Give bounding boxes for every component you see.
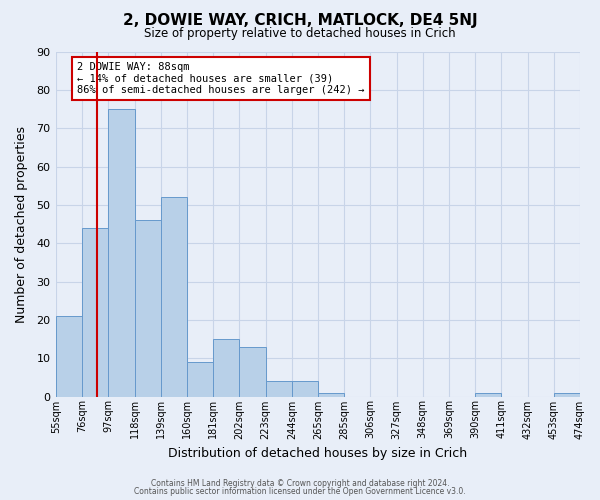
Text: Contains HM Land Registry data © Crown copyright and database right 2024.: Contains HM Land Registry data © Crown c… <box>151 478 449 488</box>
Text: 2 DOWIE WAY: 88sqm
← 14% of detached houses are smaller (39)
86% of semi-detache: 2 DOWIE WAY: 88sqm ← 14% of detached hou… <box>77 62 364 95</box>
Bar <box>475 392 502 396</box>
Bar <box>266 381 292 396</box>
Bar <box>292 381 318 396</box>
Bar <box>109 109 134 397</box>
Bar <box>318 392 344 396</box>
Bar <box>82 228 109 396</box>
Text: 2, DOWIE WAY, CRICH, MATLOCK, DE4 5NJ: 2, DOWIE WAY, CRICH, MATLOCK, DE4 5NJ <box>122 12 478 28</box>
Bar <box>213 339 239 396</box>
Text: Contains public sector information licensed under the Open Government Licence v3: Contains public sector information licen… <box>134 487 466 496</box>
Bar <box>554 392 580 396</box>
X-axis label: Distribution of detached houses by size in Crich: Distribution of detached houses by size … <box>169 447 467 460</box>
Bar <box>187 362 213 396</box>
Text: Size of property relative to detached houses in Crich: Size of property relative to detached ho… <box>144 28 456 40</box>
Bar <box>239 346 266 397</box>
Bar <box>56 316 82 396</box>
Y-axis label: Number of detached properties: Number of detached properties <box>15 126 28 322</box>
Bar <box>161 197 187 396</box>
Bar <box>134 220 161 396</box>
